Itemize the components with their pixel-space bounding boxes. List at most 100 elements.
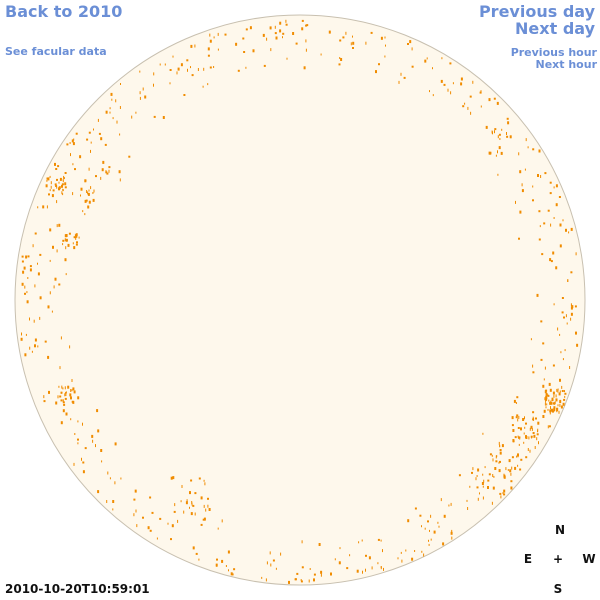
facula-mark — [532, 432, 535, 434]
next-day-link[interactable]: Next day — [515, 19, 595, 38]
previous-hour-link[interactable]: Previous hour — [510, 46, 597, 59]
facula-mark — [170, 538, 172, 541]
facula-mark — [49, 259, 51, 262]
facula-mark — [106, 500, 108, 503]
facula-mark — [261, 576, 263, 579]
facula-mark — [228, 569, 229, 572]
facula-mark — [518, 436, 521, 439]
facula-mark — [339, 57, 341, 59]
facula-mark — [550, 260, 553, 263]
facula-mark — [92, 198, 95, 202]
facula-mark — [62, 178, 64, 181]
facula-mark — [200, 496, 203, 500]
facula-mark — [105, 110, 108, 114]
facula-mark — [62, 387, 64, 390]
facula-mark — [279, 29, 282, 33]
facula-mark — [49, 228, 52, 232]
previous-day-link[interactable]: Previous day — [478, 2, 595, 21]
facula-mark — [510, 480, 513, 483]
facula-mark — [544, 366, 546, 370]
facula-mark — [135, 111, 137, 114]
facula-mark — [545, 392, 548, 396]
facula-mark — [545, 399, 547, 403]
facula-mark — [448, 504, 450, 507]
facula-mark — [269, 26, 272, 30]
facula-mark — [330, 572, 332, 576]
facula-mark — [285, 23, 288, 26]
facula-mark — [64, 238, 66, 242]
facula-mark — [198, 558, 200, 561]
facula-mark — [531, 436, 533, 439]
facula-mark — [421, 525, 422, 528]
facula-mark — [70, 389, 72, 392]
facula-mark — [86, 138, 89, 141]
facula-mark — [58, 181, 60, 184]
facula-mark — [560, 351, 562, 354]
facular-data-link[interactable]: See facular data — [5, 45, 107, 58]
facula-mark — [70, 396, 72, 400]
facula-mark — [519, 437, 521, 440]
facula-mark — [280, 552, 282, 556]
facula-mark — [508, 459, 511, 463]
next-hour-link[interactable]: Next hour — [535, 58, 598, 71]
facula-mark — [345, 31, 347, 35]
facula-mark — [57, 395, 59, 399]
facula-mark — [523, 441, 525, 444]
facula-mark — [496, 101, 499, 105]
facula-mark — [403, 76, 406, 79]
facula-mark — [430, 514, 432, 518]
facula-mark — [75, 243, 78, 246]
facula-mark — [172, 476, 175, 480]
facula-mark — [368, 556, 371, 560]
facula-mark — [552, 410, 554, 413]
facula-mark — [95, 444, 96, 448]
facula-mark — [534, 446, 536, 449]
facula-mark — [109, 111, 111, 114]
facula-mark — [96, 409, 99, 413]
facula-mark — [153, 115, 156, 118]
facula-mark — [262, 33, 265, 37]
facula-mark — [488, 151, 490, 155]
facula-mark — [462, 105, 465, 108]
facula-mark — [177, 519, 179, 523]
facula-mark — [242, 37, 245, 40]
facula-mark — [482, 473, 484, 476]
back-to-year-link[interactable]: Back to 2010 — [5, 2, 123, 21]
facula-mark — [352, 47, 354, 49]
facula-mark — [164, 63, 166, 66]
facula-mark — [153, 72, 155, 76]
compass-center-icon: + — [552, 552, 564, 566]
facula-mark — [69, 393, 72, 397]
facula-mark — [84, 179, 87, 183]
facula-mark — [477, 497, 479, 501]
facula-mark — [401, 559, 403, 563]
facula-mark — [185, 501, 188, 505]
facula-mark — [544, 390, 547, 394]
facula-mark — [194, 492, 197, 495]
facula-mark — [499, 445, 501, 448]
facula-mark — [29, 346, 31, 350]
facula-mark — [537, 430, 538, 433]
facula-mark — [482, 485, 484, 488]
facula-mark — [208, 508, 211, 511]
facula-mark — [565, 314, 567, 318]
facula-mark — [23, 266, 26, 270]
facula-mark — [37, 206, 39, 209]
facula-mark — [56, 249, 58, 253]
facula-mark — [559, 400, 562, 404]
facula-mark — [272, 559, 275, 562]
facula-mark — [550, 406, 551, 410]
facula-mark — [213, 36, 215, 39]
facula-mark — [563, 398, 566, 401]
facula-mark — [440, 79, 443, 83]
facula-mark — [488, 473, 491, 476]
facula-mark — [74, 433, 76, 435]
facula-mark — [139, 70, 141, 73]
facula-mark — [552, 364, 555, 367]
facula-mark — [70, 418, 72, 421]
facula-mark — [378, 63, 380, 66]
facula-mark — [557, 389, 559, 393]
facula-mark — [564, 395, 566, 398]
facula-mark — [170, 476, 173, 480]
facula-mark — [564, 349, 566, 352]
